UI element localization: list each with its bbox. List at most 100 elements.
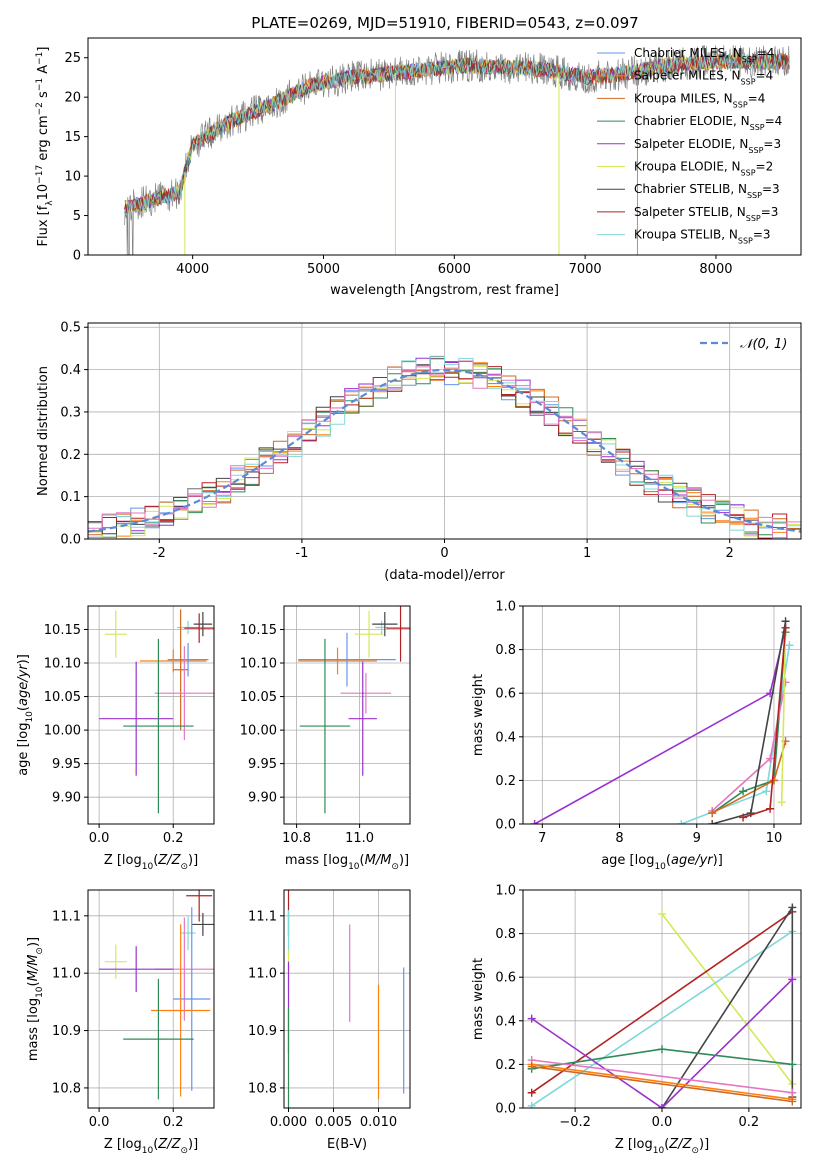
legend-text: Kroupa ELODIE, N <box>634 160 741 174</box>
mass-vs-ebv-panel: 0.000 0.005 0.010 10.8 10.9 11.0 11.1 E(B-V) <box>248 889 411 1152</box>
weight-marker <box>527 1088 536 1097</box>
label-part: )] <box>713 853 723 868</box>
x-tick-label: 0.0 <box>89 831 110 846</box>
weight-marker <box>739 787 748 796</box>
y-tick-label: 10.00 <box>44 724 81 739</box>
model-spectrum-line <box>124 53 790 216</box>
label-part: Flux [f <box>36 205 51 246</box>
weight-marker <box>708 820 717 824</box>
legend-val: =3 <box>761 205 779 219</box>
label-part: Z/Z <box>157 853 181 868</box>
weight-line <box>780 627 787 803</box>
y-tick-label: 0.0 <box>495 818 516 833</box>
weight-line <box>531 1059 793 1094</box>
legend-val: =2 <box>756 160 774 174</box>
marks <box>99 890 214 1100</box>
legend-text: Chabrier STELIB, N <box>634 182 747 196</box>
weight-marker <box>788 903 797 912</box>
y-tick-label: 25 <box>64 51 81 66</box>
y-tick-label: 0.4 <box>60 363 81 378</box>
x-axis-label: Z [log10(Z/Z⊙)] <box>104 853 198 872</box>
histogram-series <box>88 356 801 539</box>
x-axis-label: (data-model)/error <box>384 568 505 583</box>
grid-lines <box>523 605 801 825</box>
label-part: )] <box>699 1137 709 1152</box>
weight-marker <box>739 813 748 822</box>
legend-sub: SSP <box>748 145 763 154</box>
label-part: s <box>36 91 51 102</box>
x-tick-label: 4000 <box>176 262 209 277</box>
weight-line <box>661 913 793 1085</box>
weight-line <box>531 1063 793 1101</box>
label-part: ( <box>153 1137 158 1152</box>
x-axis-label: Z [log10(Z/Z⊙)] <box>104 1137 198 1156</box>
histogram-series <box>88 355 801 531</box>
y-tick-label: 0.8 <box>495 643 516 658</box>
label-part: )] <box>188 853 198 868</box>
grid-lines <box>88 606 214 824</box>
y-tick-label: 10.9 <box>248 1024 277 1039</box>
label-part: 10 <box>25 711 35 723</box>
legend-val: =3 <box>763 137 781 151</box>
x-tick-label: -2 <box>153 546 166 561</box>
x-tick-label: 9 <box>693 831 701 846</box>
label-part: ( <box>664 1137 669 1152</box>
y-tick-label: 9.95 <box>248 757 277 772</box>
marks <box>124 45 790 255</box>
legend-sub: SSP <box>747 191 762 200</box>
weight-line <box>531 930 793 1107</box>
y-axis-label: mass weight <box>471 674 486 756</box>
legend-val: =4 <box>757 46 775 60</box>
y-tick-label: 10.10 <box>44 657 81 672</box>
legend-sub: SSP <box>750 123 765 132</box>
mass-vs-metallicity-panel: 0.0 0.210.810.911.011.1Z [log10(Z/Z⊙)]mas… <box>26 889 215 1156</box>
legend-val: =3 <box>753 228 771 242</box>
weight-marker <box>788 1060 797 1069</box>
y-tick-label: 1.0 <box>495 600 516 615</box>
label-part: age/yr <box>16 663 31 706</box>
weight-marker <box>708 809 717 818</box>
x-tick-label: −0.2 <box>559 1115 591 1130</box>
axes-frame <box>522 889 802 1109</box>
residuals-panel: -2 -1 0 1 2 0.0 0.1 0.2 0.3 0.4 0.5 𝒩(0, 1) (data-mo… <box>36 321 802 583</box>
label-part: 10 <box>142 862 154 872</box>
weight-marker <box>769 776 778 785</box>
x-tick-label: 2 <box>726 546 734 561</box>
marks <box>530 617 794 824</box>
x-tick-label: 8000 <box>699 262 732 277</box>
x-tick-label: 11.0 <box>345 831 374 846</box>
axes-frame <box>522 605 802 825</box>
legend-entry: Kroupa ELODIE, NSSP=2 <box>634 160 773 178</box>
weight-marker <box>781 623 790 632</box>
y-tick-label: 10.8 <box>52 1081 81 1096</box>
x-tick-label: 0.0 <box>652 1115 673 1130</box>
normal-curve-line <box>88 368 801 533</box>
legend-entry: Salpeter ELODIE, NSSP=3 <box>634 137 781 155</box>
label-part: Z [log <box>615 1137 653 1152</box>
legend-entry: Kroupa MILES, NSSP=4 <box>634 91 765 109</box>
axes-frame <box>283 889 411 1109</box>
weight-marker <box>766 754 775 763</box>
x-tick-label: 0.010 <box>360 1115 397 1130</box>
label-part: Z/Z <box>157 1137 181 1152</box>
spectrum-title: PLATE=0269, MJD=51910, FIBERID=0543, z=0… <box>251 14 638 32</box>
y-tick-label: 10.8 <box>248 1081 277 1096</box>
y-tick-label: 0.3 <box>60 405 81 420</box>
y-tick-label: 11.0 <box>52 967 81 982</box>
legend-text: Kroupa MILES, N <box>634 91 733 105</box>
legend-text: Chabrier MILES, N <box>634 46 742 60</box>
legend-val: =4 <box>748 91 766 105</box>
y-tick-label: 10.05 <box>44 690 81 705</box>
axes-frame <box>87 37 802 256</box>
label-part: age [log <box>16 723 31 776</box>
label-part: mass [log <box>26 998 41 1061</box>
legend-val: =4 <box>765 114 783 128</box>
weight-line <box>711 682 787 812</box>
x-tick-label: 0.005 <box>315 1115 352 1130</box>
label-part: −1 <box>35 52 45 65</box>
weight-line <box>531 1065 793 1103</box>
y-axis-label: Flux [fλ10−17 erg cm−2 s−1 A−1] <box>35 47 55 247</box>
grid-lines <box>284 890 410 1108</box>
weight-marker <box>788 1097 797 1106</box>
